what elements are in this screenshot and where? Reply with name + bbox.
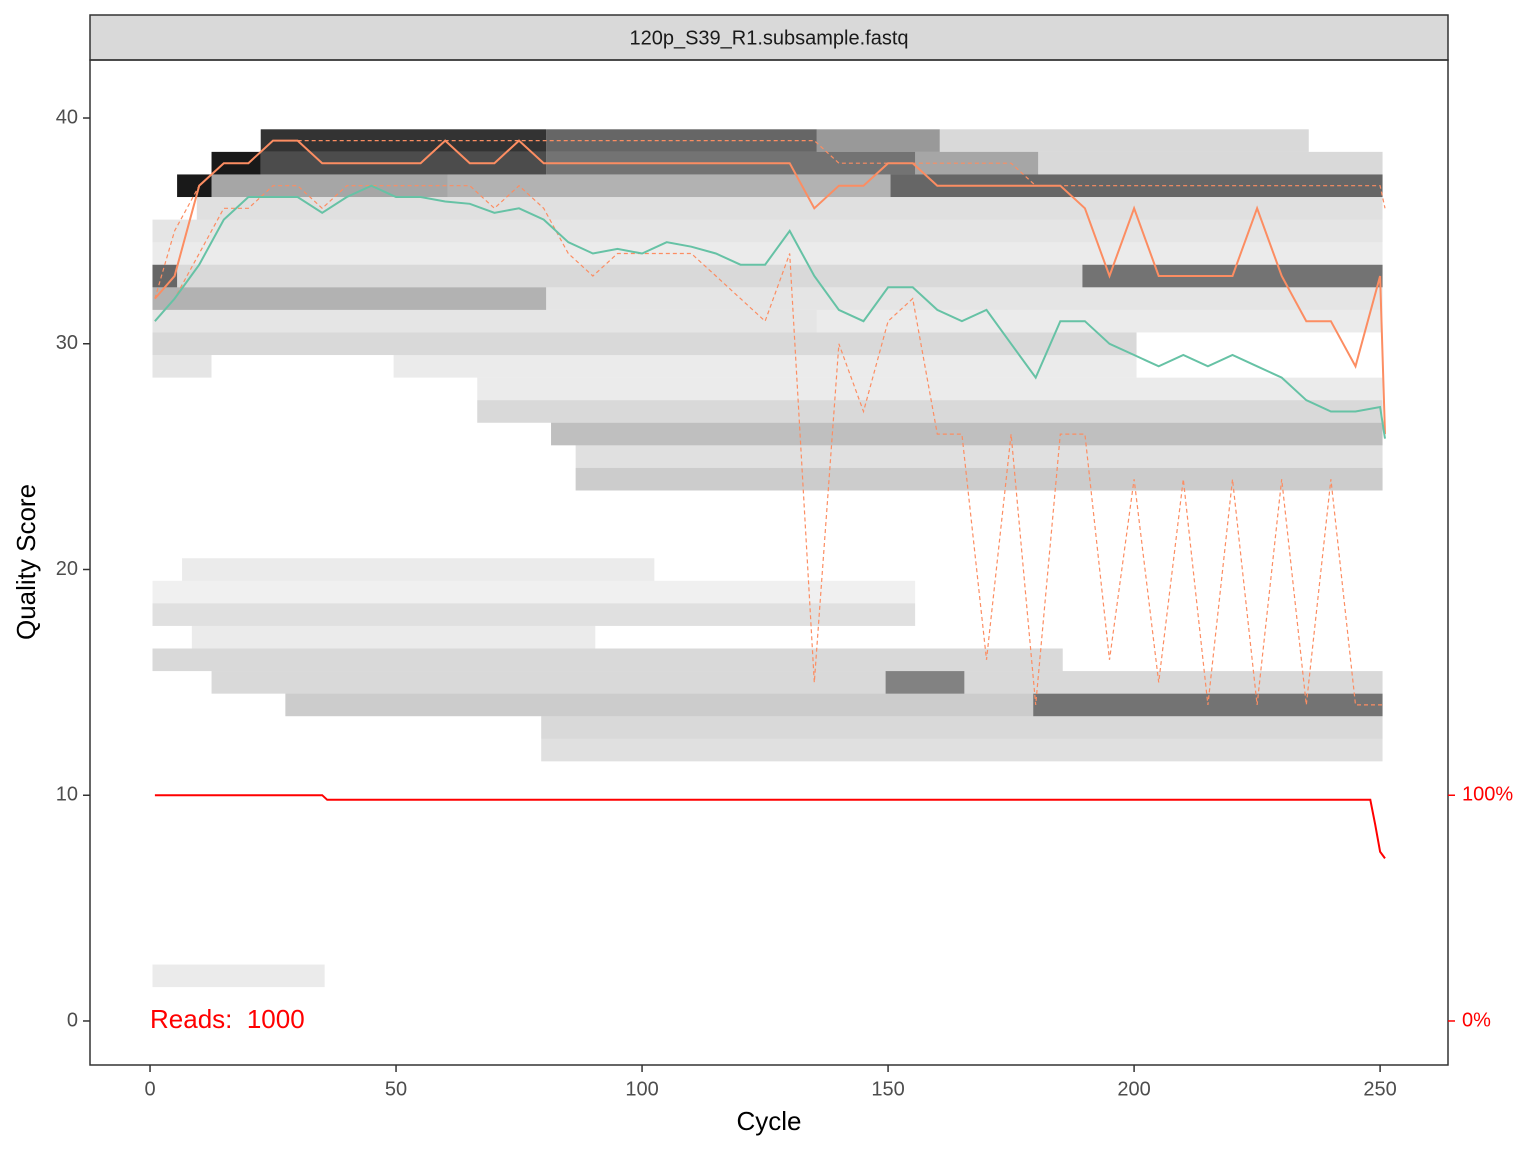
heat-tile: [477, 400, 1383, 423]
heat-tile: [152, 332, 1137, 356]
y2-tick-label: 100%: [1462, 784, 1513, 806]
heat-tile: [816, 309, 1383, 333]
y-tick-label: 30: [56, 332, 78, 354]
heat-tile: [177, 264, 1083, 288]
heat-tile: [285, 693, 1034, 717]
x-tick-label: 250: [1363, 1078, 1396, 1100]
heat-tile: [541, 738, 1383, 762]
heat-tile: [152, 964, 325, 988]
heat-tile: [152, 219, 1383, 243]
heat-tile: [152, 309, 817, 333]
heat-tile: [477, 377, 1383, 401]
heat-tile: [182, 558, 655, 581]
x-tick-label: 150: [871, 1078, 904, 1100]
strip-title: 120p_S39_R1.subsample.fastq: [629, 27, 908, 49]
heat-tile: [152, 287, 547, 310]
y-tick-label: 0: [67, 1009, 78, 1031]
heat-tile: [196, 197, 1383, 220]
heat-tile: [1038, 151, 1383, 175]
y-tick-label: 40: [56, 106, 78, 128]
heat-tile: [152, 355, 212, 378]
x-tick-label: 100: [625, 1078, 658, 1100]
x-tick-label: 0: [144, 1078, 155, 1100]
y-tick-label: 10: [56, 784, 78, 806]
heat-tile: [211, 174, 448, 198]
heat-tile: [885, 671, 965, 694]
heat-tile: [939, 129, 1309, 152]
heat-tile: [447, 174, 891, 198]
series-line: [154, 184, 1386, 439]
series-line: [154, 184, 1385, 706]
heat-tile: [152, 242, 1383, 265]
x-axis-label: Cycle: [736, 1106, 801, 1136]
series-line: [154, 794, 1386, 859]
y2-tick-label: 0%: [1462, 1009, 1491, 1031]
panel-border: [89, 59, 1449, 1066]
heat-tile: [393, 355, 1137, 378]
x-tick-label: 50: [385, 1078, 407, 1100]
series-line: [154, 139, 1386, 435]
heat-tile: [152, 580, 916, 604]
heat-tile: [546, 287, 1383, 310]
y-tick-label: 20: [56, 558, 78, 580]
y-axis-label: Quality Score: [11, 484, 41, 640]
heat-tile: [191, 625, 596, 649]
heat-tile: [575, 467, 1383, 491]
heat-tile: [177, 174, 212, 198]
annotation: Reads: 1000: [150, 1004, 305, 1034]
heat-tile: [152, 603, 916, 626]
heat-tile: [546, 129, 817, 152]
heat-tile: [541, 716, 1383, 739]
heat-tile: [551, 422, 1383, 446]
x-tick-label: 200: [1117, 1078, 1150, 1100]
heat-tile: [152, 648, 1063, 672]
strip: [89, 14, 1449, 61]
series-line: [154, 140, 1386, 299]
heat-tile: [575, 445, 1383, 468]
heat-tile: [816, 129, 940, 152]
heat-tile: [211, 671, 1383, 694]
